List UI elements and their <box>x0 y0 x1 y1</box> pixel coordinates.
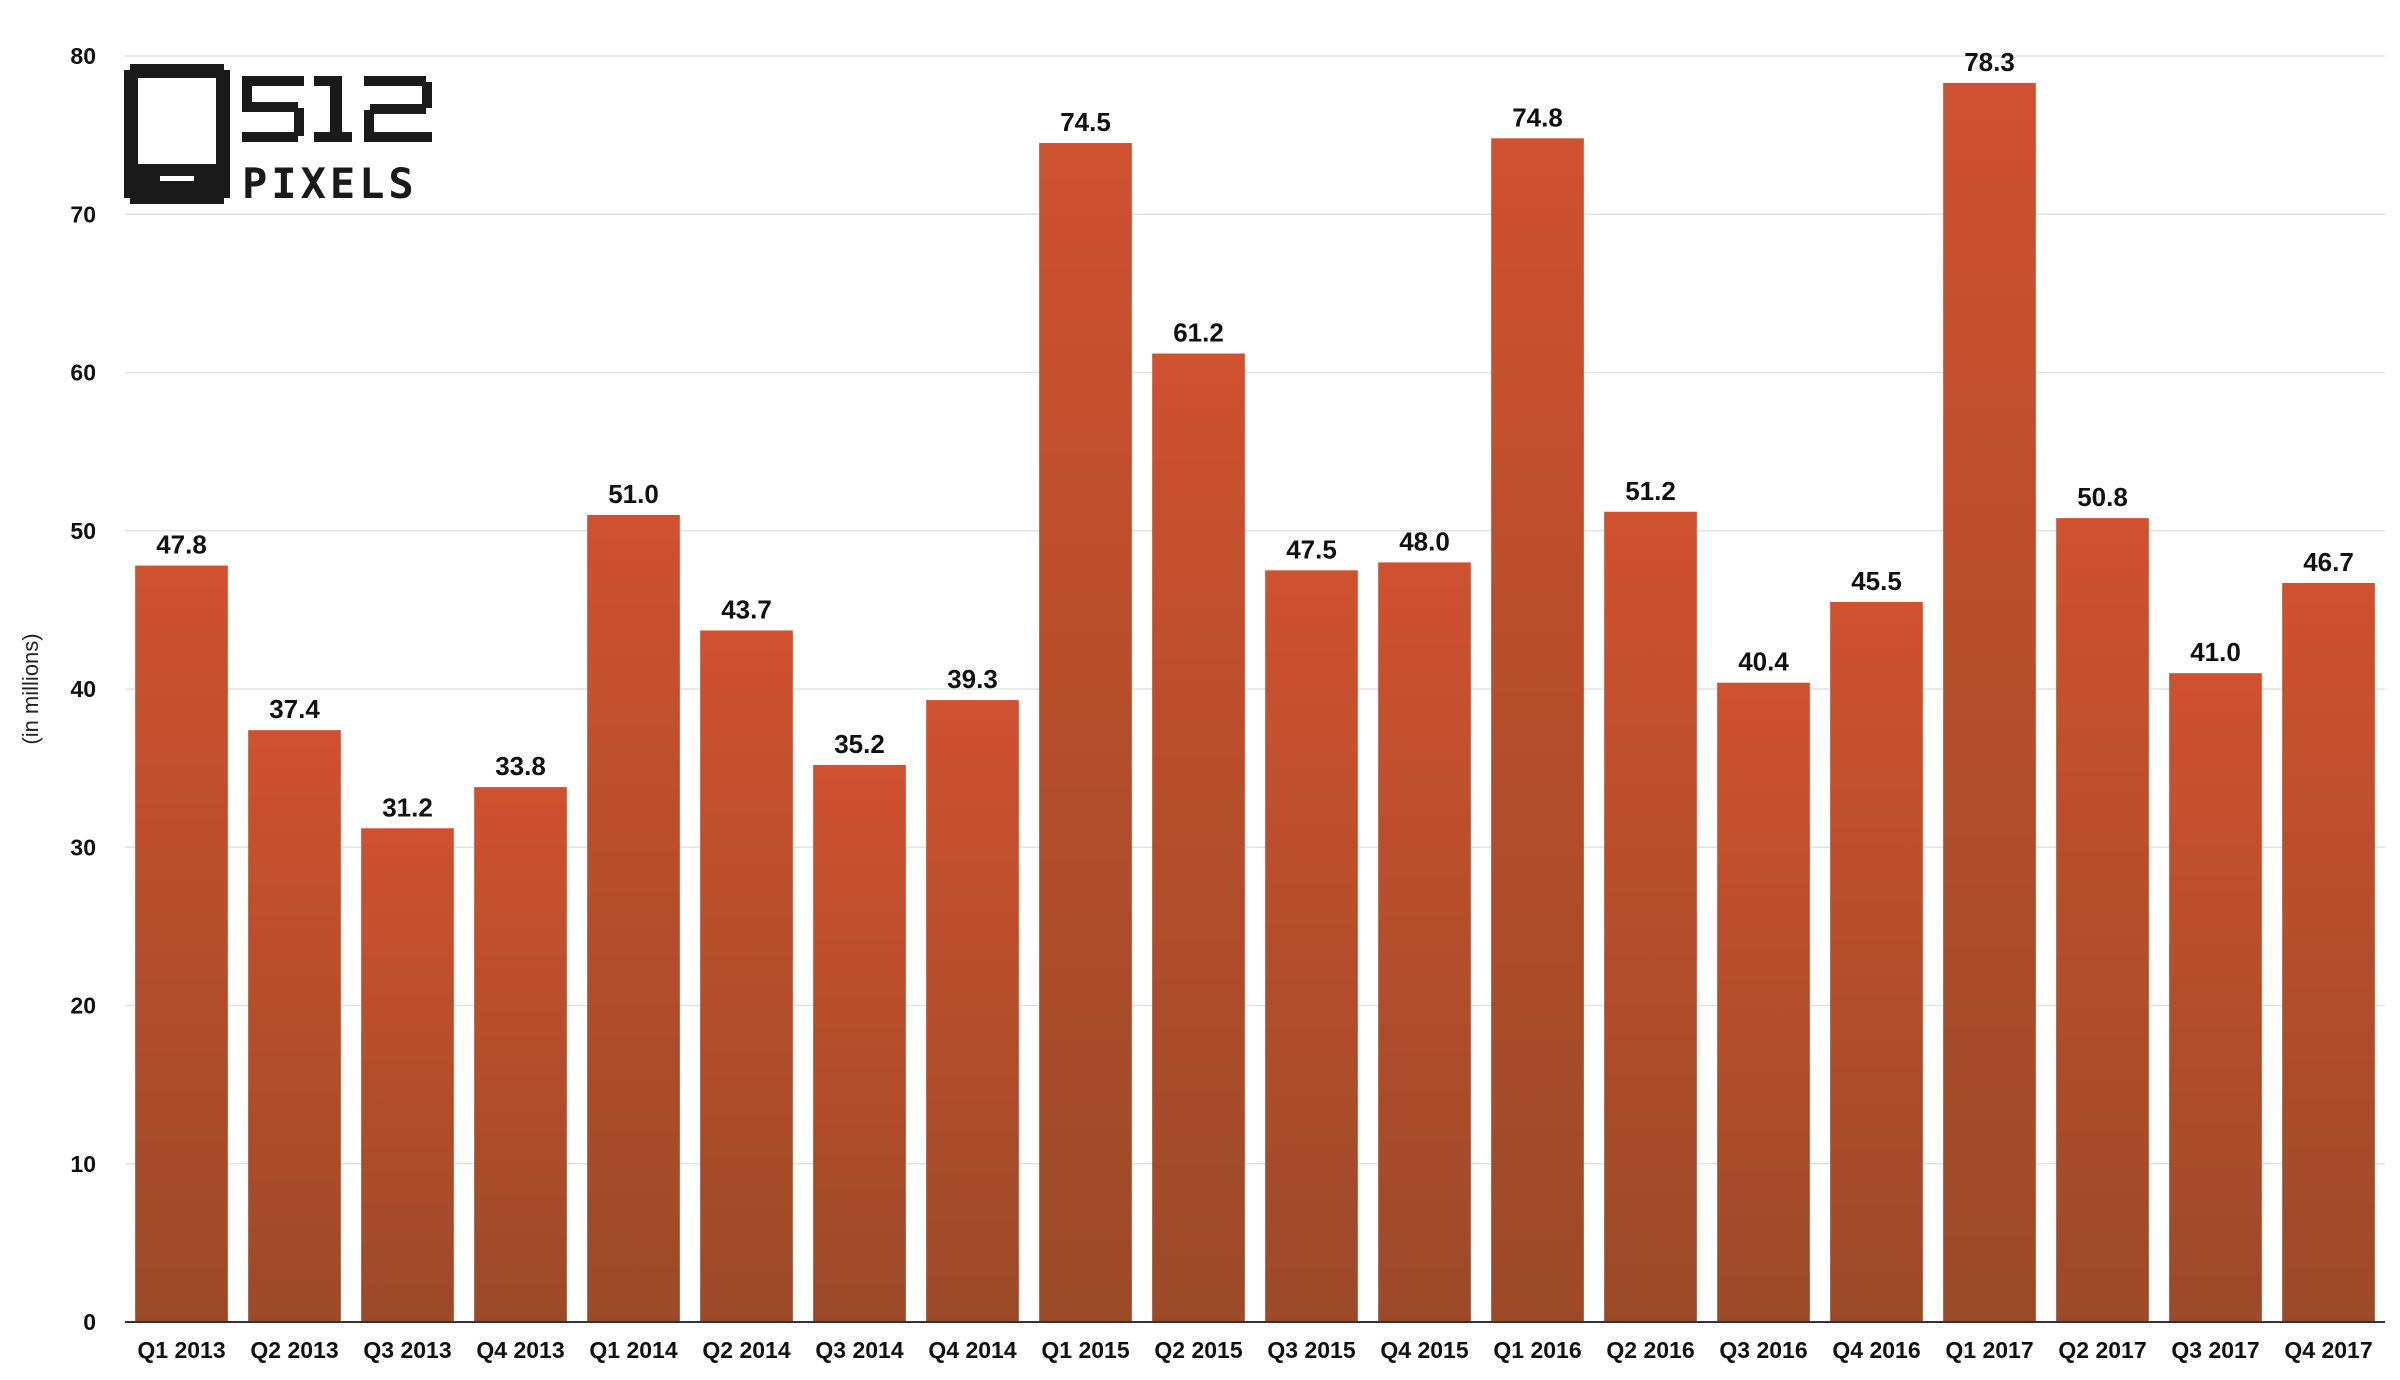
x-tick-label: Q1 2017 <box>1945 1337 2033 1363</box>
bar <box>135 565 228 1322</box>
bar <box>1604 511 1697 1322</box>
y-axis-title: (in millions) <box>18 633 43 744</box>
y-axis-ticks: 0 10 20 30 40 50 60 70 80 <box>70 43 96 1335</box>
bar <box>2282 582 2375 1322</box>
x-tick-label: Q2 2014 <box>702 1337 790 1363</box>
data-label: 74.8 <box>1512 102 1563 132</box>
y-tick-label: 0 <box>83 1309 96 1335</box>
bar <box>1717 682 1810 1322</box>
x-axis-ticks: Q1 2013 Q2 2013 Q3 2013 Q4 2013 Q1 2014 Q2 20… <box>137 1337 2372 1363</box>
logo-text-pixels: PIXELS <box>242 159 418 204</box>
bar <box>361 828 454 1322</box>
data-labels: 47.8 37.4 31.2 33.8 51.0 43.7 35.2 39.3 74.5 61.2… <box>156 47 2354 822</box>
bar <box>926 700 1019 1322</box>
data-label: 35.2 <box>834 729 885 759</box>
bar <box>700 630 793 1322</box>
data-label: 61.2 <box>1173 318 1224 348</box>
data-label: 40.4 <box>1738 647 1789 677</box>
bar <box>2056 518 2149 1322</box>
data-label: 33.8 <box>495 751 546 781</box>
y-tick-label: 60 <box>70 360 96 386</box>
x-tick-label: Q3 2015 <box>1267 1337 1355 1363</box>
x-tick-label: Q4 2013 <box>476 1337 564 1363</box>
bar <box>1943 82 2036 1323</box>
data-label: 43.7 <box>721 594 772 624</box>
y-tick-label: 80 <box>70 43 96 69</box>
x-tick-label: Q4 2017 <box>2284 1337 2372 1363</box>
data-label: 45.5 <box>1851 566 1902 596</box>
bar <box>587 514 680 1322</box>
bar <box>1265 570 1358 1322</box>
x-tick-label: Q4 2014 <box>928 1337 1016 1363</box>
x-tick-label: Q1 2013 <box>137 1337 225 1363</box>
data-label: 51.0 <box>608 479 659 509</box>
logo-monitor-icon <box>124 64 230 204</box>
x-tick-label: Q1 2016 <box>1493 1337 1581 1363</box>
bar <box>1152 353 1245 1322</box>
bars <box>135 82 2375 1323</box>
x-tick-label: Q2 2015 <box>1154 1337 1242 1363</box>
x-tick-label: Q3 2013 <box>363 1337 451 1363</box>
x-tick-label: Q3 2017 <box>2171 1337 2259 1363</box>
logo-text-512 <box>242 76 432 142</box>
y-tick-label: 40 <box>70 676 96 702</box>
data-label: 50.8 <box>2077 482 2128 512</box>
bar <box>1378 562 1471 1322</box>
x-tick-label: Q2 2016 <box>1606 1337 1694 1363</box>
data-label: 41.0 <box>2190 637 2241 667</box>
logo-512pixels: PIXELS <box>124 64 432 204</box>
y-tick-label: 10 <box>70 1151 96 1177</box>
bar <box>1491 138 1584 1322</box>
x-tick-label: Q3 2014 <box>815 1337 903 1363</box>
bar <box>2169 673 2262 1322</box>
bar <box>1039 143 1132 1323</box>
data-label: 48.0 <box>1399 526 1450 556</box>
bar <box>813 764 906 1322</box>
x-tick-label: Q4 2016 <box>1832 1337 1920 1363</box>
data-label: 47.8 <box>156 530 207 560</box>
data-label: 37.4 <box>269 694 320 724</box>
y-tick-label: 30 <box>70 834 96 860</box>
data-label: 78.3 <box>1964 47 2015 77</box>
bar <box>248 730 341 1322</box>
data-label: 31.2 <box>382 792 433 822</box>
data-label: 39.3 <box>947 664 998 694</box>
x-tick-label: Q1 2015 <box>1041 1337 1129 1363</box>
bar <box>1830 601 1923 1322</box>
data-label: 46.7 <box>2303 547 2354 577</box>
data-label: 51.2 <box>1625 476 1676 506</box>
x-tick-label: Q1 2014 <box>589 1337 677 1363</box>
x-tick-label: Q4 2015 <box>1380 1337 1468 1363</box>
x-tick-label: Q2 2017 <box>2058 1337 2146 1363</box>
y-tick-label: 20 <box>70 993 96 1019</box>
gridlines <box>125 55 2385 1165</box>
data-label: 47.5 <box>1286 534 1337 564</box>
x-tick-label: Q3 2016 <box>1719 1337 1807 1363</box>
x-tick-label: Q2 2013 <box>250 1337 338 1363</box>
bar <box>474 787 567 1322</box>
y-tick-label: 70 <box>70 201 96 227</box>
y-tick-label: 50 <box>70 518 96 544</box>
data-label: 74.5 <box>1060 107 1111 137</box>
